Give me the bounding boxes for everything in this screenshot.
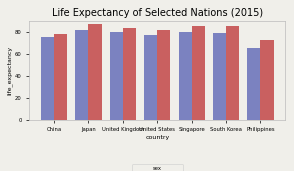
Title: Life Expectancy of Selected Nations (2015): Life Expectancy of Selected Nations (201… <box>52 8 263 18</box>
X-axis label: country: country <box>145 135 169 140</box>
Bar <box>226 26 239 120</box>
Y-axis label: life_expectancy: life_expectancy <box>6 45 12 95</box>
Bar <box>192 26 205 120</box>
Bar <box>179 31 192 120</box>
Bar <box>248 48 260 120</box>
Bar <box>144 35 157 120</box>
Bar <box>76 30 88 120</box>
Bar <box>157 30 170 120</box>
Bar <box>260 40 273 120</box>
Legend: Male, Female: Male, Female <box>132 164 183 171</box>
Bar <box>110 32 123 120</box>
Bar <box>54 34 67 120</box>
Bar <box>41 37 54 120</box>
Bar <box>88 24 101 120</box>
Bar <box>213 33 226 120</box>
Bar <box>123 28 136 120</box>
